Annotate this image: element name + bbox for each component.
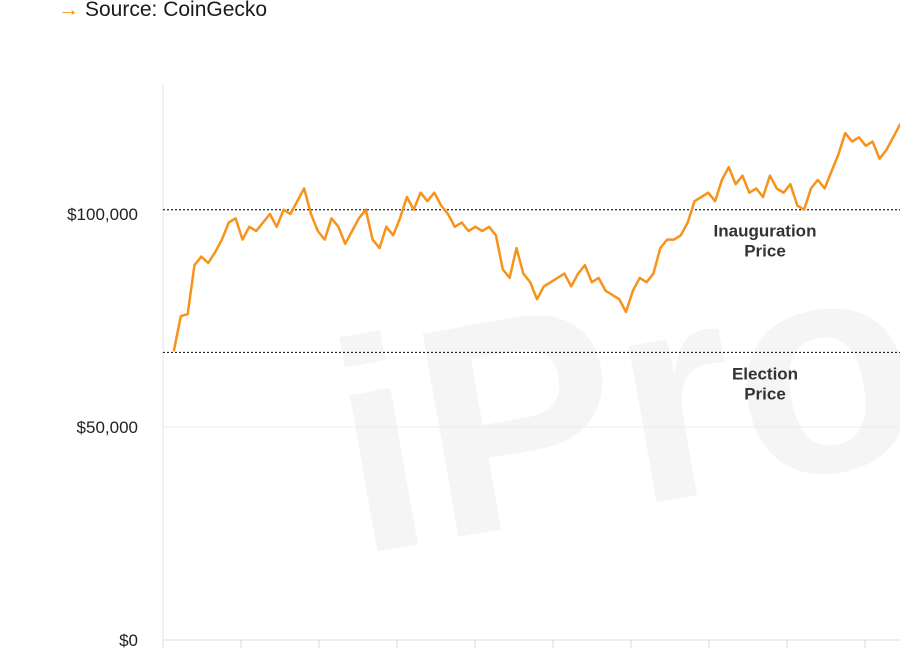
source-text: Source: CoinGecko [85, 0, 268, 21]
price-line [172, 123, 900, 352]
y-tick-label: $0 [119, 631, 138, 650]
arrow-right-icon: → [58, 0, 79, 21]
reference-label: Election Price [732, 364, 798, 403]
y-tick-label: $100,000 [67, 205, 138, 224]
reference-lines: Inauguration Price Election Price [163, 209, 900, 403]
y-tick-label: $50,000 [77, 418, 138, 437]
reference-label: Inauguration Price [714, 222, 817, 261]
watermark: iProto [309, 137, 900, 618]
grid [162, 85, 900, 648]
y-axis-ticks: $0 $50,000 $100,000 [67, 205, 138, 650]
series-group [172, 123, 900, 352]
source-caption: → Source: CoinGecko [58, 0, 267, 22]
